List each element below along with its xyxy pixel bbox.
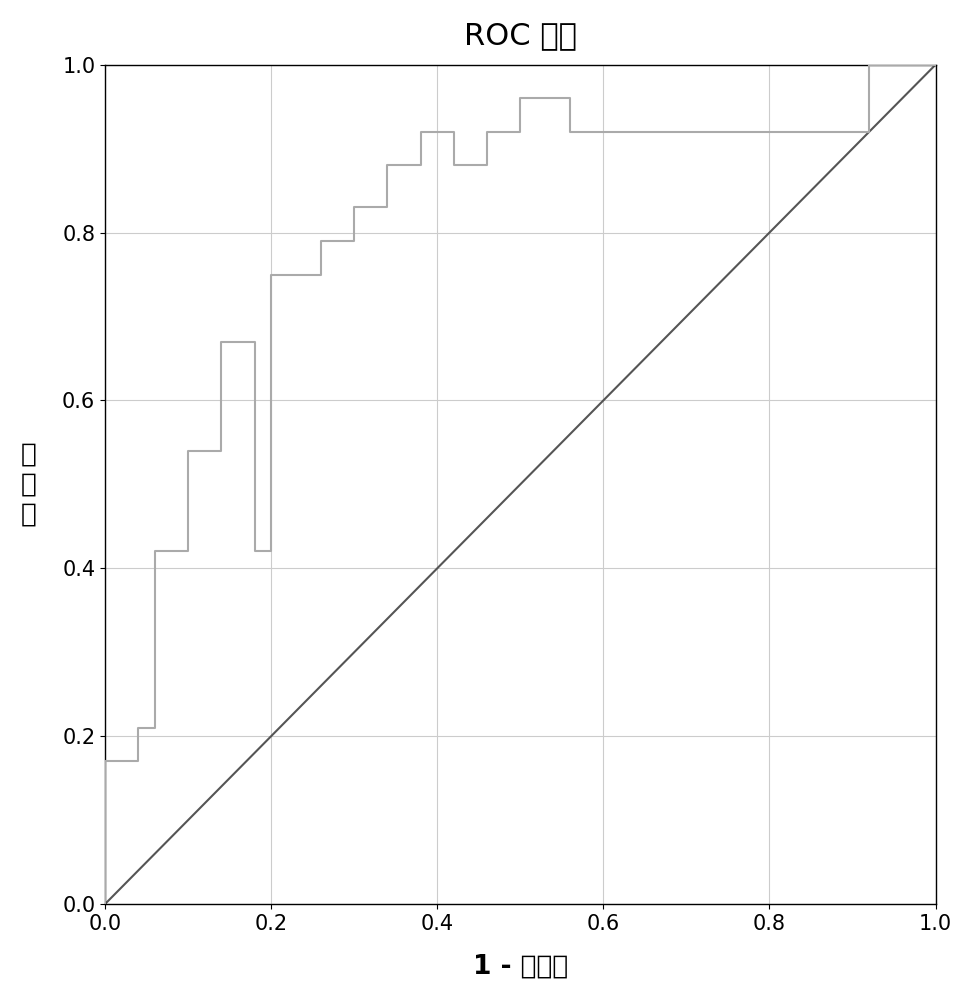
X-axis label: 1 - 特异性: 1 - 特异性 — [473, 953, 568, 979]
Title: ROC 曲线: ROC 曲线 — [464, 21, 577, 50]
Y-axis label: 敏
感
度: 敏 感 度 — [20, 441, 37, 527]
